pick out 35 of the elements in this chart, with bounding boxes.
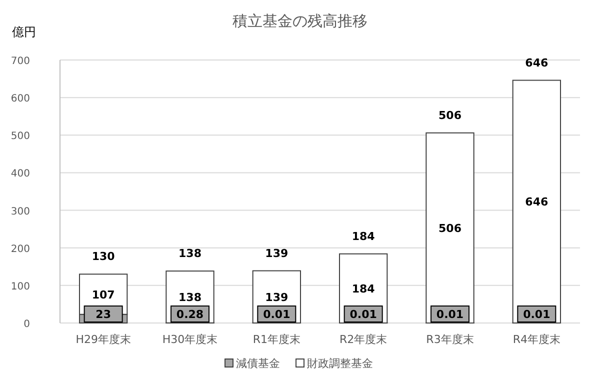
data-label: 139 <box>265 290 288 304</box>
total-label: 130 <box>92 250 116 264</box>
total-label: 139 <box>265 246 288 260</box>
data-label: 107 <box>92 288 115 302</box>
y-tick-label: 100 <box>10 281 30 292</box>
x-tick-label: R3年度末 <box>426 333 474 346</box>
y-tick-label: 0 <box>24 319 30 330</box>
data-label: 646 <box>525 196 548 209</box>
total-label: 138 <box>178 247 202 260</box>
data-label: 0.01 <box>436 308 464 321</box>
data-label: 138 <box>178 290 202 304</box>
y-tick-label: 300 <box>10 206 30 218</box>
data-label: 0.01 <box>523 308 550 321</box>
y-tick-label: 700 <box>10 56 30 67</box>
total-label: 184 <box>352 230 376 243</box>
total-label: 506 <box>438 108 462 122</box>
x-tick-label: H29年度末 <box>76 333 131 346</box>
data-label: 0.28 <box>176 308 204 321</box>
chart-title: 積立基金の残高推移 <box>232 12 368 30</box>
data-label: 184 <box>352 282 376 296</box>
y-tick-label: 200 <box>10 244 30 255</box>
total-label: 646 <box>525 56 548 70</box>
x-tick-label: R4年度末 <box>512 333 560 346</box>
legend-label: 財政調整基金 <box>307 357 373 370</box>
y-axis-title: 億円 <box>12 25 36 39</box>
y-tick-label: 400 <box>10 168 30 180</box>
x-tick-label: H30年度末 <box>162 333 218 346</box>
data-label: 0.01 <box>350 308 377 321</box>
y-tick-label: 500 <box>10 131 30 142</box>
x-tick-label: R1年度末 <box>252 333 300 346</box>
data-label: 0.01 <box>263 308 290 321</box>
data-label: 506 <box>438 222 462 235</box>
legend-label: 減債基金 <box>236 357 280 370</box>
y-tick-label: 600 <box>10 94 30 105</box>
x-tick-label: R2年度末 <box>340 333 388 346</box>
